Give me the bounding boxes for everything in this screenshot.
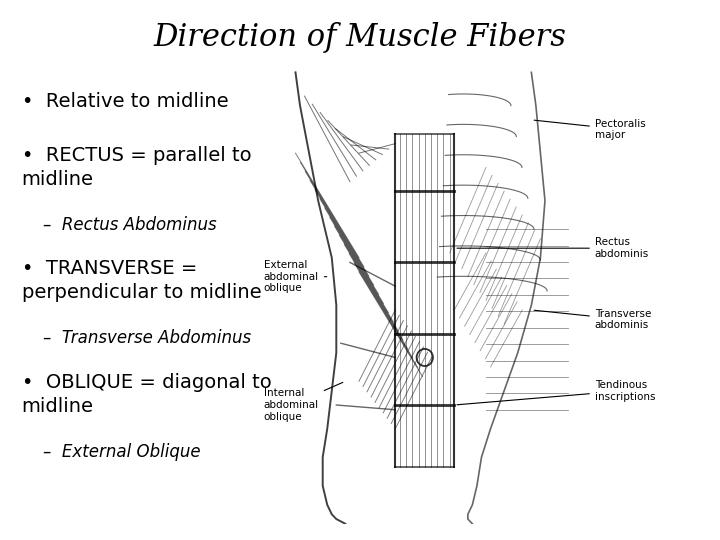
Text: •  RECTUS = parallel to
midline: • RECTUS = parallel to midline — [22, 146, 251, 189]
Text: Direction of Muscle Fibers: Direction of Muscle Fibers — [153, 22, 567, 52]
Text: External
abdominal
oblique: External abdominal oblique — [264, 260, 327, 293]
Text: Rectus
abdominis: Rectus abdominis — [457, 238, 649, 259]
Text: •  TRANSVERSE =
perpendicular to midline: • TRANSVERSE = perpendicular to midline — [22, 259, 261, 302]
Text: Internal
abdominal
oblique: Internal abdominal oblique — [264, 382, 343, 422]
Text: •  Relative to midline: • Relative to midline — [22, 92, 228, 111]
Text: Tendinous
inscriptions: Tendinous inscriptions — [457, 380, 655, 405]
Text: –  Transverse Abdominus: – Transverse Abdominus — [43, 329, 251, 347]
Text: Pectoralis
major: Pectoralis major — [534, 119, 646, 140]
Text: –  Rectus Abdominus: – Rectus Abdominus — [43, 216, 217, 234]
Text: –  External Oblique: – External Oblique — [43, 443, 201, 461]
Text: Transverse
abdominis: Transverse abdominis — [534, 309, 651, 330]
Text: •  OBLIQUE = diagonal to
midline: • OBLIQUE = diagonal to midline — [22, 373, 271, 416]
